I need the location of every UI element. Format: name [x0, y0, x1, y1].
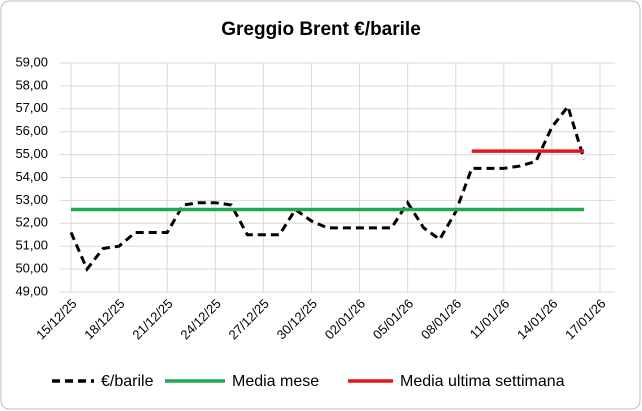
y-tick-label: 50,00: [15, 261, 48, 276]
legend-label: €/barile: [101, 373, 154, 390]
y-tick-label: 58,00: [15, 77, 48, 92]
legend-label: Media mese: [232, 373, 319, 390]
y-tick-label: 59,00: [15, 54, 48, 69]
legend-label: Media ultima settimana: [400, 373, 565, 390]
y-tick-label: 53,00: [15, 192, 48, 207]
y-tick-label: 52,00: [15, 215, 48, 230]
chart-title: Greggio Brent €/barile: [221, 19, 421, 40]
y-tick-label: 54,00: [15, 169, 48, 184]
y-tick-label: 49,00: [15, 283, 48, 298]
y-tick-label: 56,00: [15, 123, 48, 138]
y-tick-label: 57,00: [15, 100, 48, 115]
y-tick-label: 51,00: [15, 238, 48, 253]
series-line: [69, 103, 586, 273]
y-tick-label: 55,00: [15, 146, 48, 161]
